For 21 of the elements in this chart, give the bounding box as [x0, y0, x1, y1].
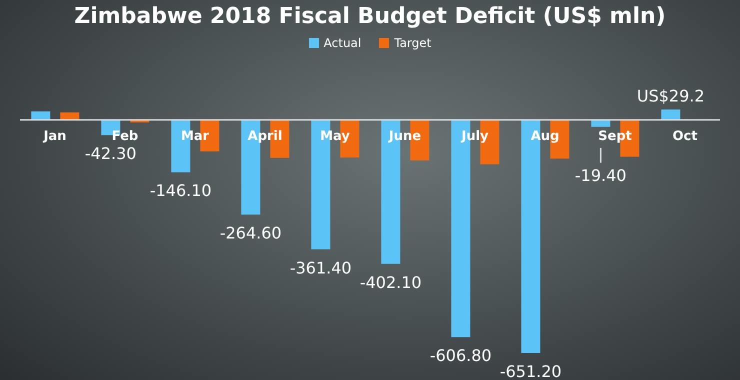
x-tick-label: Mar [180, 128, 210, 144]
chart-title: Zimbabwe 2018 Fiscal Budget Deficit (US$ mln) [73, 3, 667, 31]
data-label: -606.80 [430, 346, 492, 366]
x-tick-label: Aug [530, 128, 560, 144]
data-label: -264.60 [220, 224, 282, 243]
x-tick-label: April [248, 128, 282, 144]
legend-label: Target [394, 36, 432, 50]
data-label: -19.40 [574, 166, 626, 185]
x-tick-label: Oct [672, 128, 698, 144]
data-label: -146.10 [150, 181, 212, 200]
x-tick-label: July [460, 128, 490, 144]
data-label: -402.10 [360, 272, 422, 292]
data-label: US$29.2 [636, 86, 705, 106]
x-tick-label: June [388, 128, 422, 144]
x-tick-label: May [320, 128, 350, 144]
x-tick-label: Jan [42, 128, 66, 144]
x-tick-label: Feb [112, 128, 138, 144]
data-label: -651.20 [500, 362, 562, 380]
data-label: -42.30 [84, 144, 136, 164]
legend-label: Actual [324, 36, 362, 50]
data-label: -361.40 [290, 258, 352, 278]
